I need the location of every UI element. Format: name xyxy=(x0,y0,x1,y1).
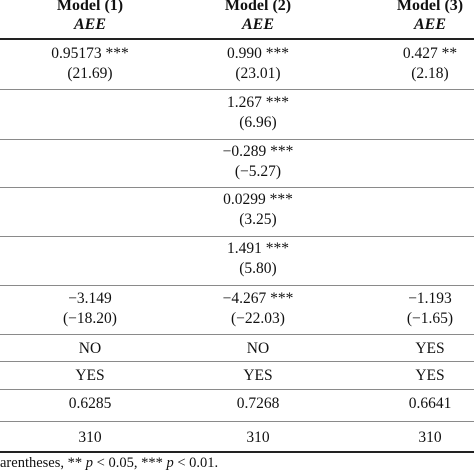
row-divider xyxy=(0,89,474,90)
header-model-3: Model (3) xyxy=(396,0,464,14)
r-squared-cell: 0.6641 xyxy=(408,395,452,412)
row-divider xyxy=(0,389,474,390)
footnote-p-symbol: p xyxy=(166,455,174,471)
coef-cell: 0.427 ** xyxy=(402,45,458,62)
row-divider xyxy=(0,236,474,237)
header-dependent-1: AEE xyxy=(73,16,106,33)
tstat-cell: (2.18) xyxy=(411,65,449,82)
observations-cell: 310 xyxy=(418,429,442,446)
coef-cell: 0.0299 *** xyxy=(223,191,293,208)
row-divider xyxy=(0,285,474,286)
tstat-cell: (−1.65) xyxy=(406,310,454,327)
observations-cell: 310 xyxy=(246,429,270,446)
coef-cell: 0.990 *** xyxy=(227,45,289,62)
row-divider xyxy=(0,187,474,188)
coef-cell: 0.95173 *** xyxy=(51,45,129,62)
r-squared-cell: 0.6285 xyxy=(68,395,112,412)
tstat-cell: (−22.03) xyxy=(231,310,285,327)
r-squared-cell: 0.7268 xyxy=(236,395,280,412)
indicator-cell: YES xyxy=(415,367,445,384)
coef-cell: −0.289 *** xyxy=(222,143,294,160)
coef-cell: 1.267 *** xyxy=(227,94,289,111)
indicator-cell: NO xyxy=(246,340,270,357)
header-rule xyxy=(0,38,474,40)
coef-cell: −3.149 xyxy=(68,290,112,307)
tstat-cell: (−5.27) xyxy=(234,163,282,180)
indicator-cell: YES xyxy=(75,367,105,384)
table-footnote: arentheses, ** p < 0.05, *** p < 0.01. xyxy=(0,454,218,472)
tstat-cell: (6.96) xyxy=(239,114,277,131)
row-divider xyxy=(0,361,474,362)
footnote-suffix: < 0.01. xyxy=(173,455,219,471)
row-divider xyxy=(0,334,474,335)
footnote-mid: < 0.05, *** xyxy=(93,455,167,471)
header-dependent-3: AEE xyxy=(413,16,446,33)
coef-cell: −1.193 xyxy=(408,290,452,307)
footnote-p-symbol: p xyxy=(85,455,94,471)
indicator-cell: YES xyxy=(415,340,445,357)
indicator-cell: YES xyxy=(243,367,273,384)
footnote-prefix: arentheses, ** xyxy=(0,455,86,471)
header-model-1: Model (1) xyxy=(56,0,124,14)
coef-cell: −4.267 *** xyxy=(222,290,294,307)
observations-cell: 310 xyxy=(78,429,102,446)
tstat-cell: (21.69) xyxy=(67,65,113,82)
tstat-cell: (−18.20) xyxy=(63,310,117,327)
tstat-cell: (23.01) xyxy=(235,65,281,82)
row-divider xyxy=(0,139,474,140)
row-divider xyxy=(0,421,474,422)
bottom-rule xyxy=(0,451,474,453)
table-header: Model (1) Model (2) Model (3) AEE AEE AE… xyxy=(0,0,474,40)
tstat-cell: (5.80) xyxy=(239,260,277,277)
header-dependent-2: AEE xyxy=(241,16,274,33)
tstat-cell: (3.25) xyxy=(239,211,277,228)
header-model-2: Model (2) xyxy=(224,0,292,14)
coef-cell: 1.491 *** xyxy=(227,240,289,257)
indicator-cell: NO xyxy=(78,340,102,357)
